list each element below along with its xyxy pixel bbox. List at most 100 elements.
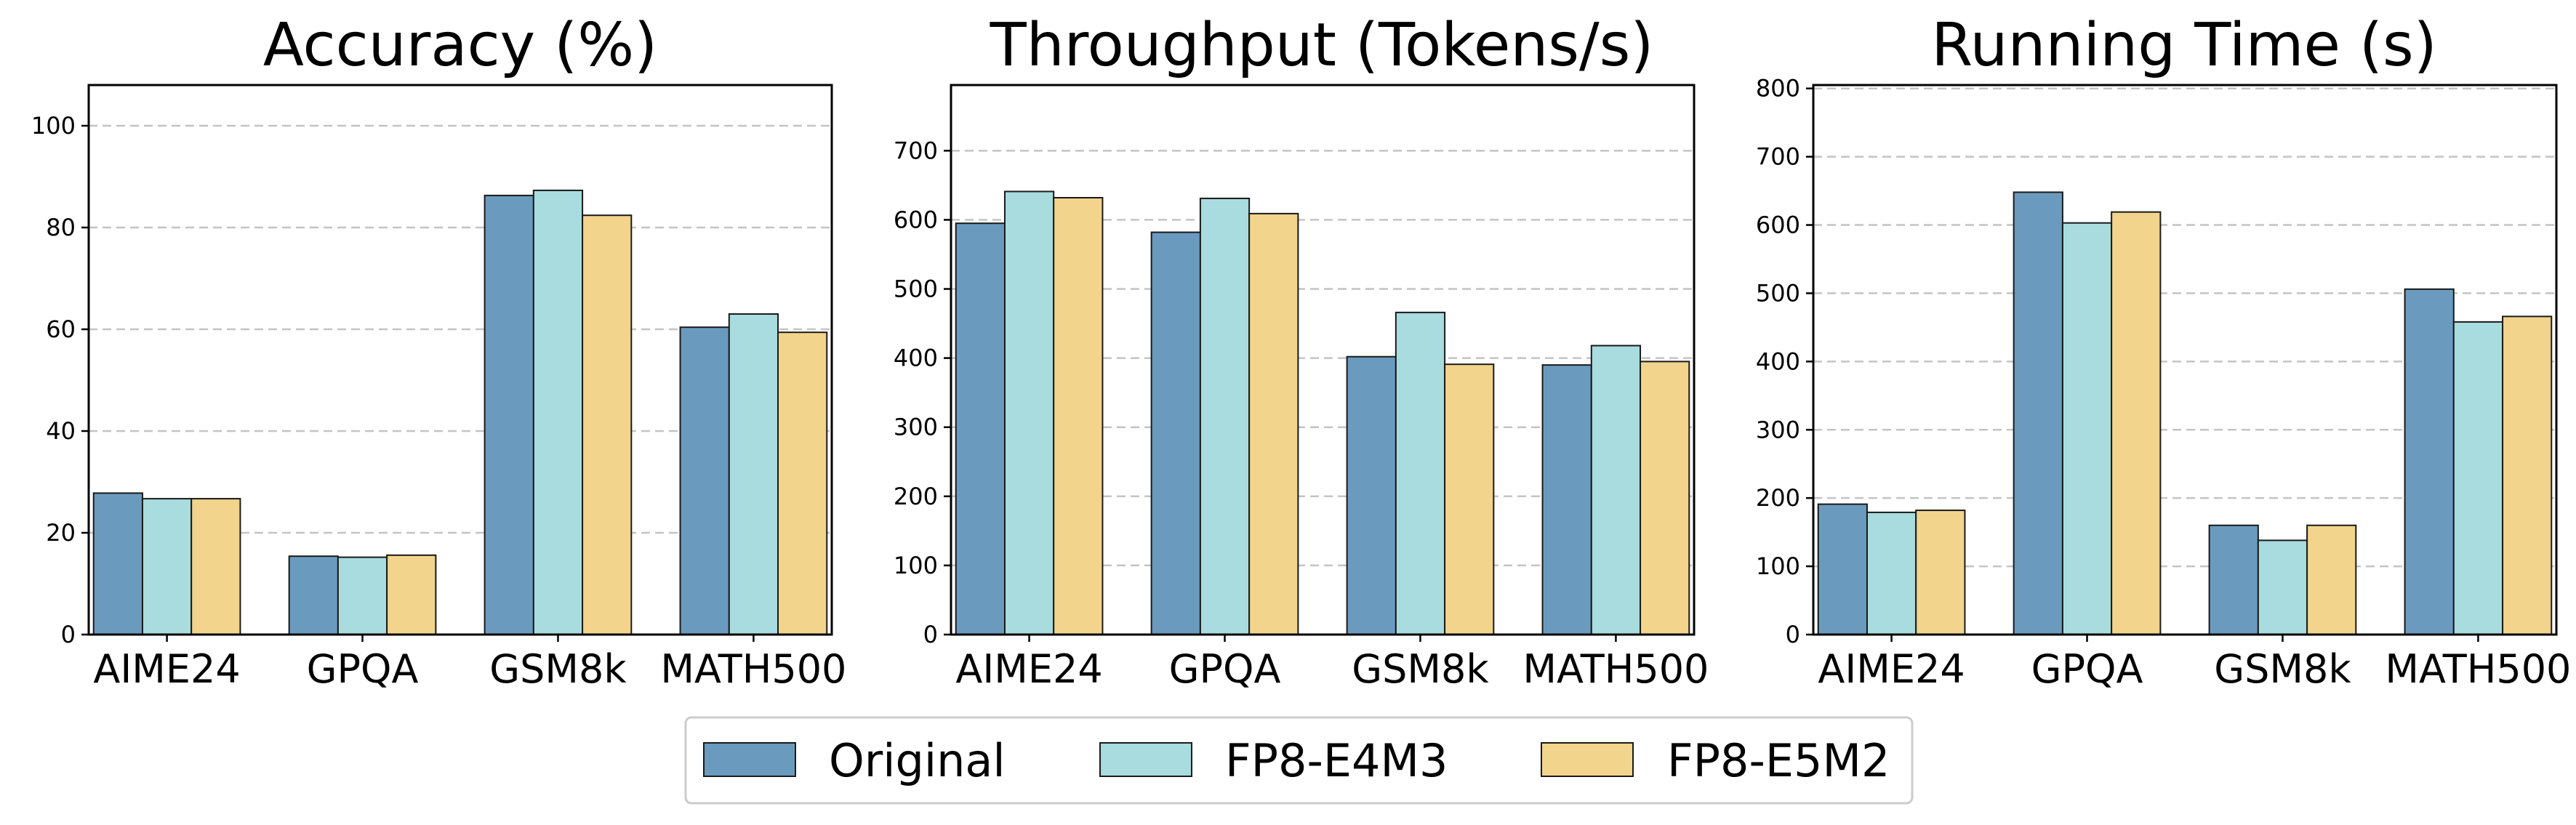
legend-frame (684, 716, 1914, 805)
accuracy-bar-fp8-e4m3-math500 (728, 313, 779, 635)
throughput-bar-original-math500 (1541, 364, 1592, 635)
throughput-bar-fp8-e5m2-aime24 (1053, 197, 1104, 635)
accuracy-bar-original-gpqa (288, 555, 339, 636)
running-time-plot-frame (1812, 84, 2558, 636)
accuracy-y-tick-label: 100 (31, 112, 76, 140)
legend-swatch-fp8-e4m3 (1099, 742, 1192, 777)
accuracy-y-tick-label: 80 (46, 214, 76, 241)
running-time-bar-fp8-e5m2-math500 (2502, 315, 2553, 635)
legend-item-fp8-e5m2: FP8-E5M2 (1541, 734, 1890, 787)
throughput-bars (955, 190, 1690, 636)
accuracy-bar-fp8-e4m3-gsm8k (532, 189, 584, 635)
accuracy-bar-fp8-e5m2-aime24 (190, 498, 241, 635)
throughput-bar-fp8-e4m3-aime24 (1003, 190, 1055, 635)
running-time-bar-original-gsm8k (2208, 524, 2259, 635)
running-time-bar-original-gpqa (2013, 191, 2063, 635)
throughput-y-tick-label: 500 (894, 275, 938, 303)
accuracy-plot-frame (87, 84, 833, 636)
running-time-x-tick-label-gsm8k: GSM8k (2214, 646, 2351, 692)
throughput-x-tick-label-gsm8k: GSM8k (1352, 646, 1489, 692)
accuracy-y-tick-label: 40 (46, 417, 76, 445)
throughput-bar-original-aime24 (955, 222, 1006, 636)
accuracy-bars (92, 189, 828, 636)
legend-swatch-fp8-e5m2 (1541, 742, 1634, 777)
legend-label-fp8-e4m3: FP8-E4M3 (1225, 734, 1448, 787)
throughput-bar-original-gpqa (1150, 231, 1201, 635)
running-time-y-tick-label: 700 (1756, 143, 1800, 171)
throughput-y-tick-label: 600 (894, 206, 938, 233)
throughput-bar-fp8-e4m3-math500 (1590, 345, 1642, 635)
throughput-title: Throughput (Tokens/s) (990, 11, 1654, 80)
accuracy-y-tick-label: 60 (46, 315, 76, 343)
legend-item-original: Original (703, 734, 1006, 787)
running-time-y-tick-label: 0 (1786, 621, 1800, 648)
throughput-bar-fp8-e5m2-gsm8k (1444, 363, 1495, 635)
accuracy-bar-fp8-e5m2-gsm8k (582, 214, 633, 635)
accuracy-bar-fp8-e4m3-aime24 (141, 498, 193, 635)
running-time-x-axis: AIME24 GPQA GSM8k MATH500 (1818, 635, 2571, 692)
accuracy-y-tick-label: 20 (46, 519, 76, 547)
throughput-bar-fp8-e4m3-gsm8k (1395, 311, 1446, 635)
running-time-bar-original-aime24 (1817, 503, 1868, 636)
running-time-bars (1817, 191, 2553, 636)
accuracy-bar-original-gsm8k (483, 194, 534, 635)
running-time-bar-fp8-e4m3-math500 (2452, 321, 2504, 635)
running-time-y-tick-label: 500 (1756, 279, 1800, 307)
running-time-y-tick-label: 100 (1756, 552, 1800, 580)
legend-item-fp8-e4m3: FP8-E4M3 (1099, 734, 1448, 787)
running-time-bar-fp8-e5m2-aime24 (1915, 510, 1966, 635)
throughput-x-axis: AIME24 GPQA GSM8k MATH500 (955, 635, 1709, 692)
throughput-y-tick-label: 0 (923, 621, 938, 648)
accuracy-x-tick-label-gpqa: GPQA (307, 646, 419, 692)
throughput-x-tick-label-gpqa: GPQA (1169, 646, 1281, 692)
running-time-bar-fp8-e4m3-gsm8k (2257, 539, 2308, 636)
throughput-bar-fp8-e5m2-gpqa (1248, 212, 1299, 635)
throughput-y-tick-label: 400 (894, 345, 938, 372)
accuracy-panel: Accuracy (%) 0 20 40 60 80 100 AIME24 GPQA GSM8… (31, 11, 846, 692)
running-time-x-tick-label-gpqa: GPQA (2031, 646, 2143, 692)
throughput-y-tick-label: 200 (894, 483, 938, 510)
running-time-y-tick-label: 200 (1756, 484, 1800, 512)
accuracy-title: Accuracy (%) (263, 11, 657, 80)
throughput-y-tick-label: 100 (894, 552, 938, 579)
running-time-y-tick-label: 400 (1756, 347, 1800, 375)
accuracy-bar-fp8-e4m3-gpqa (337, 556, 388, 635)
throughput-x-tick-label-aime24: AIME24 (955, 646, 1102, 692)
running-time-y-axis: 0 100 200 300 400 500 600 700 800 (1756, 75, 1813, 648)
accuracy-y-axis: 0 20 40 60 80 100 (31, 112, 89, 648)
accuracy-x-axis: AIME24 GPQA GSM8k MATH500 (93, 635, 846, 692)
accuracy-bar-original-aime24 (92, 492, 143, 636)
running-time-panel: Running Time (s) 0 100 200 300 400 500 600 700 8… (1756, 11, 2571, 692)
throughput-y-axis: 0 100 200 300 400 500 600 700 (894, 137, 951, 648)
running-time-y-tick-label: 800 (1756, 75, 1800, 102)
accuracy-x-tick-label-gsm8k: GSM8k (489, 646, 627, 692)
running-time-bar-fp8-e5m2-gsm8k (2306, 524, 2357, 635)
accuracy-bar-fp8-e5m2-math500 (777, 331, 828, 635)
throughput-bar-fp8-e4m3-gpqa (1199, 197, 1251, 635)
running-time-bar-original-math500 (2404, 288, 2455, 635)
legend-swatch-original (703, 742, 796, 777)
throughput-bar-fp8-e5m2-math500 (1640, 361, 1690, 635)
throughput-x-tick-label-math500: MATH500 (1522, 646, 1709, 692)
throughput-y-tick-label: 300 (894, 414, 938, 441)
running-time-x-tick-label-aime24: AIME24 (1818, 646, 1965, 692)
running-time-x-tick-label-math500: MATH500 (2385, 646, 2571, 692)
running-time-bar-fp8-e5m2-gpqa (2111, 211, 2162, 635)
running-time-y-tick-label: 300 (1756, 416, 1800, 443)
running-time-title: Running Time (s) (1931, 11, 2437, 80)
running-time-y-tick-label: 600 (1756, 212, 1800, 239)
throughput-bar-original-gsm8k (1346, 355, 1397, 635)
legend: Original FP8-E4M3 FP8-E5M2 (684, 716, 1914, 805)
running-time-bar-fp8-e4m3-gpqa (2061, 222, 2113, 635)
accuracy-x-tick-label-aime24: AIME24 (93, 646, 240, 692)
throughput-plot-frame (950, 84, 1696, 636)
throughput-panel: Throughput (Tokens/s) 0 100 200 300 400 500 60… (894, 11, 1709, 692)
running-time-bar-fp8-e4m3-aime24 (1866, 511, 1917, 635)
throughput-y-tick-label: 700 (894, 137, 938, 164)
accuracy-x-tick-label-math500: MATH500 (660, 646, 846, 692)
accuracy-y-tick-label: 0 (61, 621, 76, 648)
legend-label-original: Original (829, 734, 1006, 787)
accuracy-bar-original-math500 (679, 326, 730, 635)
accuracy-bar-fp8-e5m2-gpqa (386, 554, 437, 635)
